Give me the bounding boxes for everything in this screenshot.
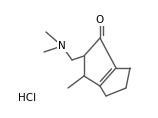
Text: O: O xyxy=(96,15,104,25)
Text: HCl: HCl xyxy=(18,93,36,103)
Text: N: N xyxy=(58,41,66,51)
